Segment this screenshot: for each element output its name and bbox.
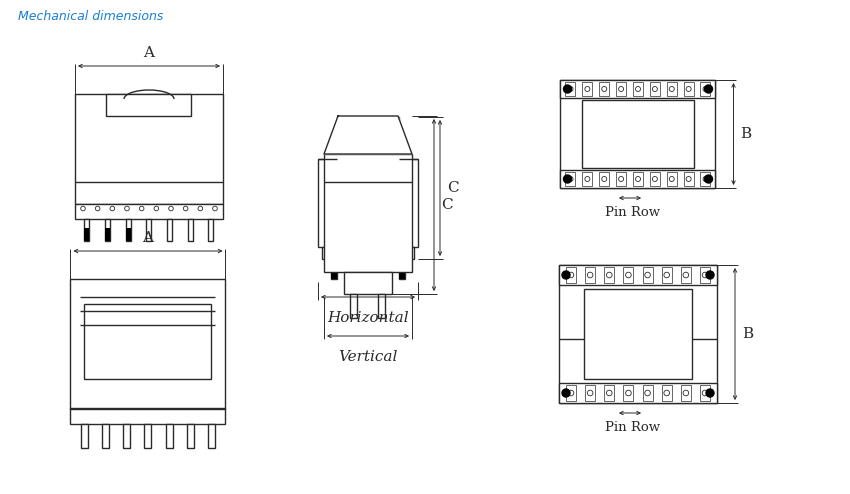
Bar [331,259,337,279]
Bar [661,267,672,283]
Bar [146,219,151,241]
Bar [700,267,710,283]
Text: C: C [447,181,459,195]
Bar [123,424,130,448]
Bar [350,294,358,318]
Bar [616,172,626,186]
Circle shape [705,85,712,93]
Bar [105,219,111,241]
Bar [566,385,576,401]
Bar [650,82,660,96]
Bar [700,82,711,96]
Bar [324,154,412,272]
Bar [559,265,717,285]
Bar [585,267,595,283]
Bar [559,383,717,403]
Circle shape [706,271,714,279]
Bar [126,219,131,241]
Bar [84,219,89,241]
Circle shape [706,389,714,397]
Bar [582,82,592,96]
Bar [700,385,710,401]
Bar [322,247,414,259]
Bar [666,172,677,186]
Text: C: C [441,198,452,212]
Text: Pin Row: Pin Row [605,421,660,434]
Bar [623,385,633,401]
Bar [683,82,694,96]
Polygon shape [324,116,412,154]
Text: A: A [143,231,154,245]
Bar [75,94,223,204]
Bar [582,172,592,186]
Text: Vertical: Vertical [338,350,398,364]
Bar [666,82,677,96]
Bar [102,424,109,448]
Bar [565,82,575,96]
Text: B: B [742,327,753,341]
Bar [633,82,643,96]
Bar [166,424,173,448]
Bar [616,82,626,96]
Bar [560,80,716,98]
Bar [71,408,225,424]
Bar [331,267,337,279]
Bar [643,267,653,283]
Bar [167,219,173,241]
Bar [399,259,405,279]
Text: A: A [144,46,155,60]
Text: Horizontal: Horizontal [327,311,409,325]
Bar [318,159,418,247]
Bar [188,219,193,241]
Bar [337,117,399,159]
Bar [585,385,595,401]
Bar [681,385,691,401]
Circle shape [564,175,571,183]
Bar [106,94,191,116]
Bar [623,267,633,283]
Bar [584,289,692,379]
Bar [661,385,672,401]
Circle shape [562,271,570,279]
Bar [559,265,717,403]
Bar [84,304,212,379]
Bar [399,267,405,279]
Bar [650,172,660,186]
Bar [71,279,225,409]
Circle shape [562,389,570,397]
Bar [604,267,615,283]
Circle shape [564,85,571,93]
Bar [560,170,716,188]
Bar [565,172,575,186]
Bar [599,82,609,96]
Text: Pin Row: Pin Row [605,206,660,219]
Bar [144,424,151,448]
Bar [633,172,643,186]
Bar [700,172,711,186]
Bar [84,228,89,241]
Bar [105,228,111,241]
Bar [566,267,576,283]
Bar [683,172,694,186]
Bar [560,80,716,188]
Text: B: B [740,127,751,141]
Text: Mechanical dimensions: Mechanical dimensions [18,10,163,23]
Bar [126,228,131,241]
Bar [378,294,386,318]
Bar [582,100,694,168]
Bar [604,385,615,401]
Bar [75,204,223,219]
Bar [208,424,215,448]
Bar [208,219,213,241]
Bar [344,272,392,294]
Bar [643,385,653,401]
Bar [187,424,194,448]
Circle shape [705,175,712,183]
Bar [599,172,609,186]
Bar [681,267,691,283]
Bar [81,424,88,448]
